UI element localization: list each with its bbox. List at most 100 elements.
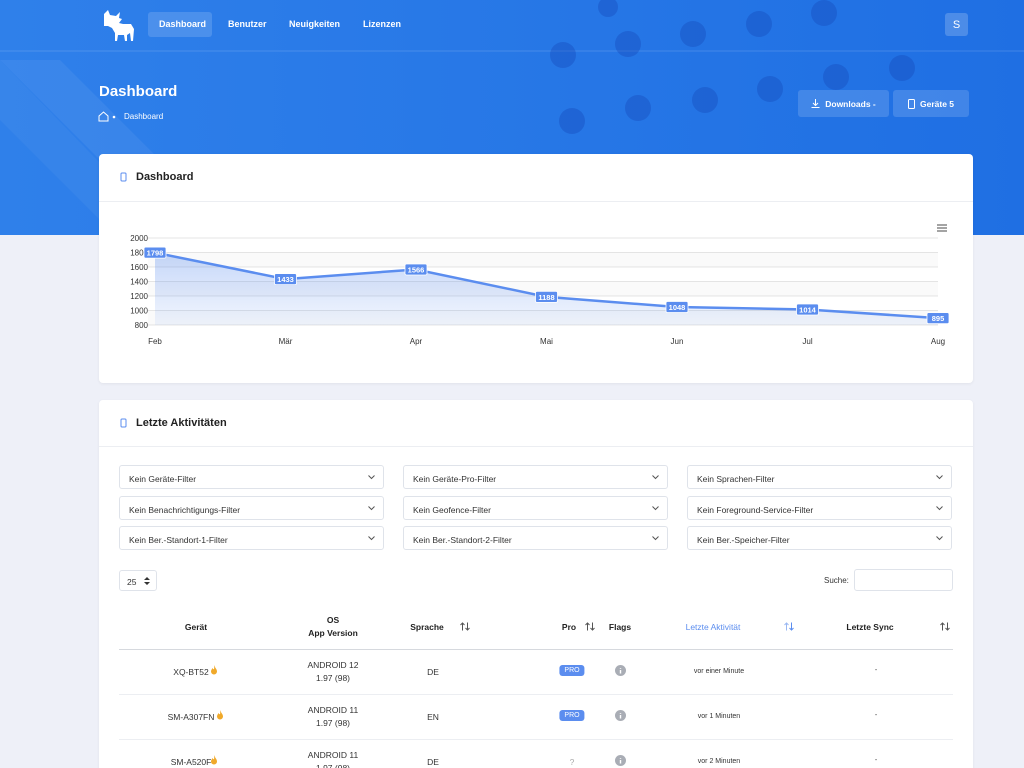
column-header[interactable]: Sprache (410, 622, 444, 632)
page-length: 25 (127, 577, 137, 587)
page-length-select[interactable]: 25 (119, 570, 157, 591)
header-rule (119, 649, 953, 650)
row-rule (119, 739, 953, 740)
flame-icon (211, 755, 217, 765)
sort-icon (784, 622, 794, 631)
last-activity: vor 1 Minuten (697, 713, 741, 720)
chevron (652, 536, 659, 541)
x-tick-label: Mai (540, 337, 553, 346)
divider (99, 201, 973, 202)
chevron-path (368, 475, 375, 480)
nav-item[interactable]: Dashboard (159, 19, 207, 29)
sort-down (465, 622, 470, 631)
chevron-path (652, 475, 659, 480)
filter-label: Kein Ber.-Standort-2-Filter (413, 535, 512, 545)
app-version: 1.97 (98) (315, 763, 351, 768)
value-label-box (796, 303, 819, 316)
avatar[interactable]: S (945, 13, 968, 36)
flame-icon (217, 710, 223, 720)
column-header[interactable]: Pro (561, 622, 577, 632)
sort-up (460, 622, 465, 631)
last-activity: vor 2 Minuten (697, 758, 741, 765)
chevron (936, 475, 943, 480)
search-input[interactable] (854, 569, 953, 591)
filter-select[interactable]: Kein Geräte-Pro-Filter (403, 465, 668, 489)
x-tick-label: Apr (410, 337, 423, 346)
filter-label: Kein Geräte-Filter (129, 474, 197, 484)
filter-select[interactable]: Kein Benachrichtigungs-Filter (119, 495, 384, 520)
info-icon[interactable] (615, 755, 626, 766)
value-label: 895 (932, 314, 945, 323)
filter-label: Kein Sprachen-Filter (697, 474, 775, 484)
nav-active[interactable] (148, 12, 212, 37)
breadcrumb-home[interactable] (98, 111, 118, 123)
y-tick-label: 2000 (130, 234, 148, 243)
sort-icon (940, 622, 950, 631)
filter-select[interactable]: Kein Ber.-Standort-1-Filter (119, 526, 384, 550)
device: SM-A520F (170, 757, 212, 767)
area (155, 252, 938, 325)
pro: PRO (559, 665, 585, 676)
app-version: 1.97 (98) (315, 673, 351, 683)
chevron-path (652, 536, 659, 541)
devices-button[interactable]: Geräte 5 (893, 90, 969, 117)
x-tick-label: Jul (802, 337, 812, 346)
downloads-button[interactable]: Downloads - (798, 90, 889, 117)
card-title: Dashboard (136, 171, 194, 183)
last-sync: - (874, 757, 878, 764)
column-header: Flags (608, 622, 632, 632)
nav-item[interactable]: Benutzer (228, 19, 267, 29)
value-label-box (535, 290, 558, 303)
filter-select[interactable]: Kein Geräte-Filter (119, 465, 384, 489)
value-label-box (274, 273, 297, 286)
y-tick-label: 800 (135, 321, 149, 330)
search-label: Suche: (824, 576, 849, 585)
column-header[interactable]: Gerät (184, 622, 208, 632)
os-version: ANDROID 12 (307, 660, 359, 670)
sort-icon (460, 622, 470, 631)
last-activity: vor einer Minute (693, 668, 745, 675)
value-label-box (926, 312, 950, 325)
chevron (368, 475, 375, 480)
language: DE (427, 667, 439, 677)
filter-select[interactable]: Kein Sprachen-Filter (687, 465, 952, 489)
language: EN (427, 712, 439, 722)
chevron-path (368, 505, 375, 510)
value-label-box (143, 246, 167, 259)
filter-select[interactable]: Kein Geofence-Filter (403, 495, 668, 520)
column-header[interactable]: Letzte Aktivität (685, 622, 741, 632)
flame-icon (211, 665, 217, 675)
y-tick-label: 1200 (130, 292, 148, 301)
chevron-path (936, 475, 943, 480)
filter-select[interactable]: Kein Ber.-Speicher-Filter (687, 526, 952, 550)
chevron (936, 505, 943, 510)
nav-item[interactable]: Lizenzen (363, 19, 402, 29)
value-label-box (404, 263, 428, 276)
info-icon[interactable] (615, 710, 626, 721)
value-label: 1798 (147, 249, 164, 258)
language: DE (427, 757, 439, 767)
y-tick-label: 1400 (130, 278, 148, 287)
value-label: 1566 (408, 265, 425, 274)
chevron (652, 475, 659, 480)
flame (217, 710, 223, 720)
chevron (368, 505, 375, 510)
filter-select[interactable]: Kein Foreground-Service-Filter (687, 495, 952, 520)
nav-item[interactable]: Neuigkeiten (289, 19, 341, 29)
column-header[interactable]: Letzte Sync (846, 622, 894, 632)
button-label: Downloads - (825, 98, 876, 109)
chart-menu[interactable] (937, 224, 947, 232)
filter-select[interactable]: Kein Ber.-Standort-2-Filter (403, 526, 668, 550)
page-title: Dashboard (99, 83, 178, 100)
flame (211, 755, 217, 765)
chevron-path (368, 536, 375, 541)
chevron-path (936, 505, 943, 510)
value-label: 1048 (669, 303, 686, 312)
chevron (936, 536, 943, 541)
value-label: 1433 (277, 275, 294, 284)
info-icon[interactable] (615, 665, 626, 676)
card-title: Letzte Aktivitäten (136, 417, 227, 429)
row-rule (119, 694, 953, 695)
breadcrumb[interactable]: Dashboard (124, 112, 164, 121)
